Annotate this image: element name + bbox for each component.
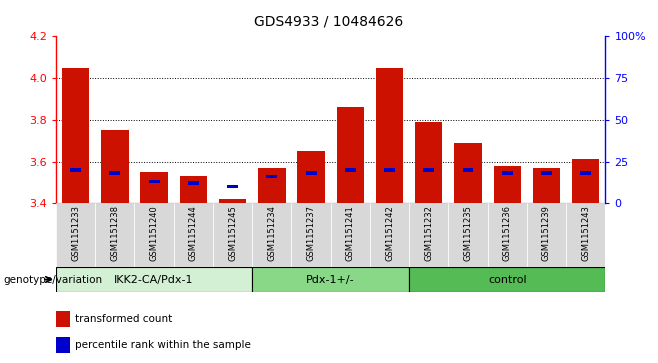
Bar: [336, 107, 364, 203]
Text: percentile rank within the sample: percentile rank within the sample: [75, 340, 251, 350]
Bar: [297, 151, 325, 203]
FancyBboxPatch shape: [527, 203, 566, 267]
Text: IKK2-CA/Pdx-1: IKK2-CA/Pdx-1: [114, 274, 194, 285]
FancyBboxPatch shape: [409, 203, 448, 267]
Text: GSM1151239: GSM1151239: [542, 205, 551, 261]
Text: GSM1151235: GSM1151235: [463, 205, 472, 261]
FancyBboxPatch shape: [488, 203, 527, 267]
Text: control: control: [488, 274, 526, 285]
Bar: [572, 159, 599, 203]
Text: GSM1151240: GSM1151240: [149, 205, 159, 261]
Text: GSM1151234: GSM1151234: [267, 205, 276, 261]
FancyBboxPatch shape: [409, 267, 605, 292]
Bar: [266, 175, 277, 179]
Bar: [345, 168, 356, 172]
Bar: [56, 337, 70, 353]
FancyBboxPatch shape: [56, 203, 95, 267]
Bar: [305, 171, 316, 175]
Bar: [454, 143, 482, 203]
Text: GDS4933 / 10484626: GDS4933 / 10484626: [255, 15, 403, 29]
Bar: [109, 171, 120, 175]
FancyBboxPatch shape: [95, 203, 134, 267]
Bar: [62, 68, 89, 203]
Bar: [101, 130, 128, 203]
Bar: [494, 166, 521, 203]
Text: genotype/variation: genotype/variation: [3, 275, 103, 285]
FancyBboxPatch shape: [252, 203, 291, 267]
Bar: [219, 199, 246, 203]
FancyBboxPatch shape: [448, 203, 488, 267]
FancyBboxPatch shape: [134, 203, 174, 267]
Bar: [140, 172, 168, 203]
Text: GSM1151236: GSM1151236: [503, 205, 512, 261]
Bar: [180, 176, 207, 203]
FancyBboxPatch shape: [252, 267, 409, 292]
Bar: [56, 311, 70, 327]
Bar: [502, 171, 513, 175]
Text: GSM1151241: GSM1151241: [345, 205, 355, 261]
FancyBboxPatch shape: [370, 203, 409, 267]
Text: GSM1151245: GSM1151245: [228, 205, 237, 261]
Text: GSM1151237: GSM1151237: [307, 205, 316, 261]
Bar: [423, 168, 434, 172]
FancyBboxPatch shape: [291, 203, 331, 267]
Text: GSM1151238: GSM1151238: [111, 205, 119, 261]
Text: GSM1151244: GSM1151244: [189, 205, 198, 261]
Text: transformed count: transformed count: [75, 314, 172, 324]
Bar: [415, 122, 442, 203]
FancyBboxPatch shape: [331, 203, 370, 267]
FancyBboxPatch shape: [174, 203, 213, 267]
Bar: [227, 185, 238, 188]
FancyBboxPatch shape: [566, 203, 605, 267]
FancyBboxPatch shape: [56, 267, 252, 292]
Text: GSM1151233: GSM1151233: [71, 205, 80, 261]
Bar: [580, 171, 592, 175]
FancyBboxPatch shape: [213, 203, 252, 267]
Bar: [533, 168, 560, 203]
Bar: [149, 180, 159, 183]
Bar: [258, 168, 286, 203]
Bar: [188, 182, 199, 185]
Bar: [376, 68, 403, 203]
Bar: [463, 168, 474, 172]
Text: GSM1151243: GSM1151243: [581, 205, 590, 261]
Text: GSM1151242: GSM1151242: [385, 205, 394, 261]
Text: GSM1151232: GSM1151232: [424, 205, 433, 261]
Text: Pdx-1+/-: Pdx-1+/-: [307, 274, 355, 285]
Bar: [384, 168, 395, 172]
Bar: [541, 171, 552, 175]
Bar: [70, 168, 81, 172]
